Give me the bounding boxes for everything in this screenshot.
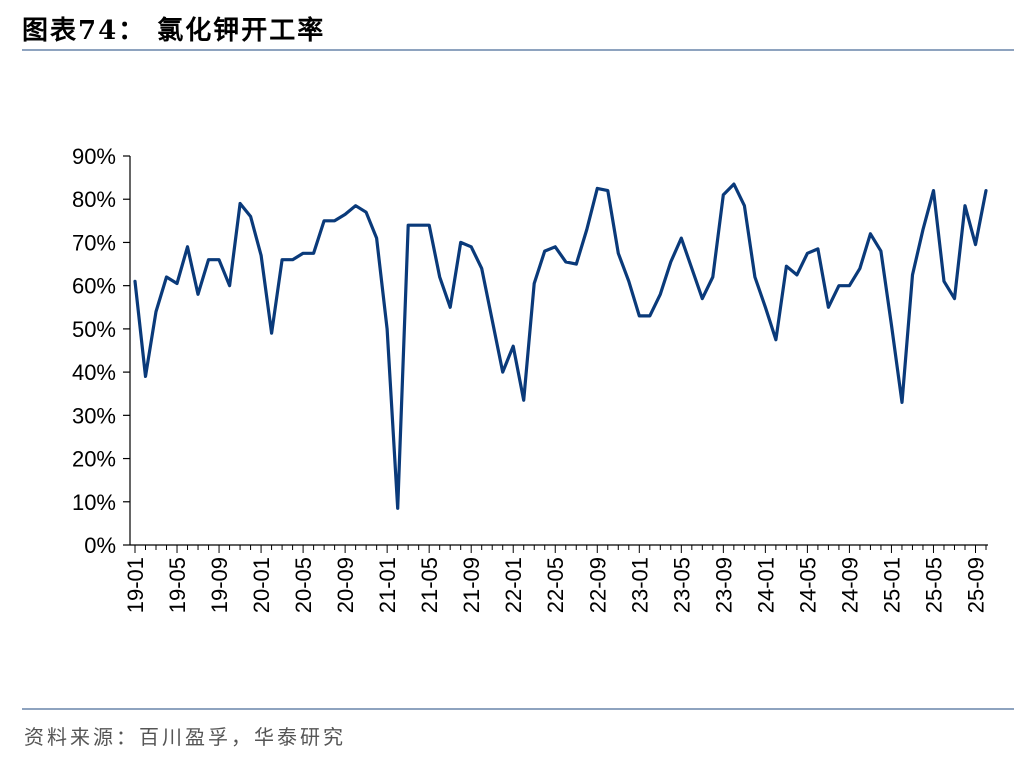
y-tick-label: 90%	[72, 144, 116, 169]
top-divider	[22, 49, 1014, 51]
x-tick-label: 21-09	[459, 557, 484, 613]
y-tick-label: 20%	[72, 447, 116, 472]
y-tick-label: 0%	[84, 533, 116, 558]
y-tick-label: 40%	[72, 360, 116, 385]
x-tick-label: 20-09	[333, 557, 358, 613]
y-tick-label: 80%	[72, 187, 116, 212]
x-tick-label: 21-05	[417, 557, 442, 613]
x-tick-label: 25-09	[963, 557, 988, 613]
y-tick-label: 60%	[72, 274, 116, 299]
x-tick-label: 21-01	[375, 557, 400, 613]
x-tick-label: 22-05	[543, 557, 568, 613]
x-tick-label: 23-09	[711, 557, 736, 613]
bottom-divider	[22, 708, 1014, 710]
x-tick-label: 25-01	[879, 557, 904, 613]
x-tick-label: 19-05	[165, 557, 190, 613]
x-tick-label: 23-01	[627, 557, 652, 613]
x-tick-label: 19-01	[123, 557, 148, 613]
y-tick-label: 30%	[72, 403, 116, 428]
x-tick-label: 23-05	[669, 557, 694, 613]
x-tick-label: 19-09	[207, 557, 232, 613]
x-tick-label: 22-01	[501, 557, 526, 613]
x-tick-label: 22-09	[585, 557, 610, 613]
x-tick-label: 24-09	[837, 557, 862, 613]
chart-title: 图表74： 氯化钾开工率	[22, 16, 326, 46]
y-tick-label: 70%	[72, 230, 116, 255]
line-chart: 0% 10% 20% 30% 40% 50% 60% 70% 80% 90% 19-01 19-05 1…	[72, 144, 989, 613]
series-line	[133, 182, 988, 510]
y-tick-label: 10%	[72, 490, 116, 515]
x-tick-label: 20-05	[291, 557, 316, 613]
x-tick-label: 24-01	[753, 557, 778, 613]
y-tick-label: 50%	[72, 317, 116, 342]
x-tick-label: 24-05	[795, 557, 820, 613]
x-tick-label: 20-01	[249, 557, 274, 613]
source-note: 资料来源：百川盈孚，华泰研究	[24, 725, 346, 749]
x-tick-label: 25-05	[921, 557, 946, 613]
